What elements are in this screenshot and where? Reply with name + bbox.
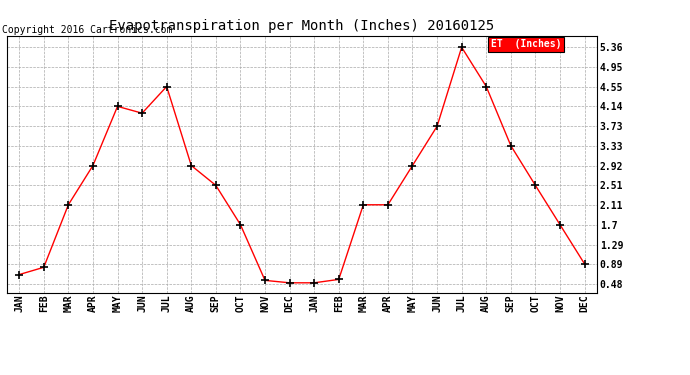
Title: Evapotranspiration per Month (Inches) 20160125: Evapotranspiration per Month (Inches) 20… <box>109 19 495 33</box>
Text: Copyright 2016 Cartronics.com: Copyright 2016 Cartronics.com <box>2 26 172 35</box>
Text: ET  (Inches): ET (Inches) <box>491 39 561 50</box>
